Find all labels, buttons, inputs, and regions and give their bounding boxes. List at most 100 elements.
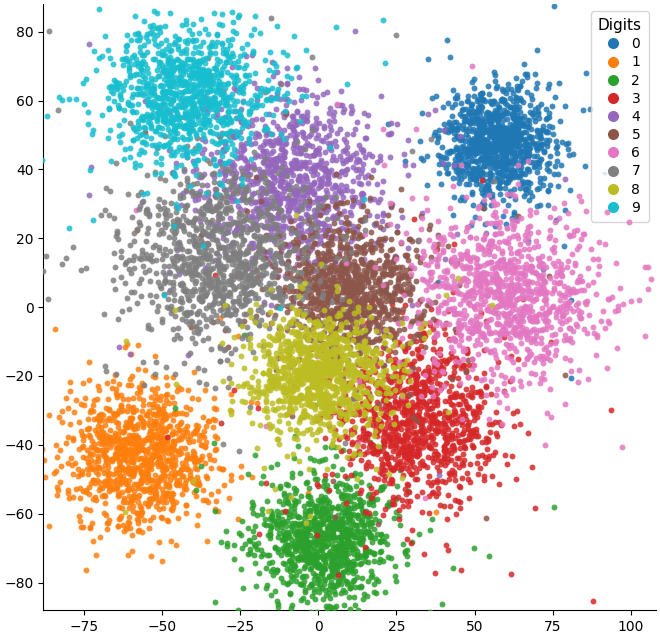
Point xyxy=(570,258,580,268)
Point xyxy=(343,219,353,229)
Point xyxy=(510,195,521,205)
Point xyxy=(343,262,353,272)
Point xyxy=(330,546,341,556)
Point xyxy=(350,271,360,281)
Point xyxy=(337,256,347,267)
Point xyxy=(258,151,269,161)
Point xyxy=(474,136,484,146)
Point xyxy=(126,496,137,506)
Point xyxy=(277,168,287,179)
Point xyxy=(103,518,114,528)
Point xyxy=(319,304,329,314)
Point xyxy=(367,405,378,415)
Point xyxy=(480,186,491,197)
Point xyxy=(286,501,296,511)
Point xyxy=(355,560,366,570)
Point xyxy=(331,363,341,373)
Point xyxy=(564,297,574,308)
Point xyxy=(432,277,443,287)
Point xyxy=(453,429,463,440)
Point xyxy=(442,267,452,278)
Point xyxy=(509,104,519,114)
Point xyxy=(267,181,278,191)
Point xyxy=(246,313,256,323)
Point xyxy=(370,533,380,543)
Point xyxy=(115,89,125,99)
Point xyxy=(298,192,308,202)
Point xyxy=(463,126,473,136)
Point xyxy=(61,438,72,448)
Point xyxy=(325,347,336,357)
Point xyxy=(107,436,117,446)
Point xyxy=(312,276,322,286)
Point xyxy=(355,368,366,378)
Point xyxy=(175,253,185,263)
Point xyxy=(478,138,489,149)
Point xyxy=(176,71,186,82)
Point xyxy=(340,411,350,421)
Point xyxy=(234,110,245,120)
Point xyxy=(543,271,554,281)
Point xyxy=(207,226,218,236)
Point xyxy=(484,450,494,461)
Point xyxy=(337,352,348,362)
Point xyxy=(138,56,148,66)
Point xyxy=(177,278,187,288)
Point xyxy=(493,274,504,285)
Point xyxy=(309,520,319,530)
Point xyxy=(236,322,247,332)
Point xyxy=(507,140,517,151)
Point xyxy=(142,461,152,471)
Point xyxy=(425,297,436,308)
Point xyxy=(307,293,317,304)
Point xyxy=(118,85,129,96)
Point xyxy=(250,257,261,267)
Point xyxy=(463,162,473,172)
Point xyxy=(332,376,343,386)
Point xyxy=(302,360,312,370)
Point xyxy=(325,323,336,334)
Point xyxy=(264,128,275,138)
Point xyxy=(432,378,442,389)
Point xyxy=(211,63,221,73)
Point xyxy=(275,194,286,204)
Point xyxy=(351,296,362,306)
Point xyxy=(483,155,494,165)
Point xyxy=(323,319,334,329)
Point xyxy=(494,125,504,135)
Point xyxy=(474,212,484,223)
Point xyxy=(260,135,271,145)
Point xyxy=(297,535,308,545)
Point xyxy=(245,257,255,267)
Point xyxy=(533,270,543,280)
Point xyxy=(251,114,261,124)
Point xyxy=(418,390,428,400)
Point xyxy=(265,307,275,317)
Point xyxy=(310,280,321,290)
Point xyxy=(522,354,533,364)
Point xyxy=(284,239,295,249)
Point xyxy=(325,306,336,316)
Point xyxy=(177,463,187,473)
Point xyxy=(174,101,184,112)
Point xyxy=(289,403,300,413)
Point xyxy=(162,449,173,459)
Point xyxy=(417,487,428,497)
Point xyxy=(130,440,141,450)
Point xyxy=(146,133,156,143)
Point xyxy=(248,158,259,168)
Point xyxy=(238,168,248,179)
Point xyxy=(469,300,479,311)
Point xyxy=(277,396,288,406)
Point xyxy=(232,223,242,234)
Point xyxy=(255,188,266,198)
Point xyxy=(220,250,231,260)
Point xyxy=(257,157,268,167)
Point xyxy=(500,131,510,142)
Point xyxy=(171,162,182,172)
Point xyxy=(327,272,338,282)
Point xyxy=(395,267,406,278)
Point xyxy=(612,301,623,311)
Point xyxy=(189,83,199,93)
Point xyxy=(448,128,459,138)
